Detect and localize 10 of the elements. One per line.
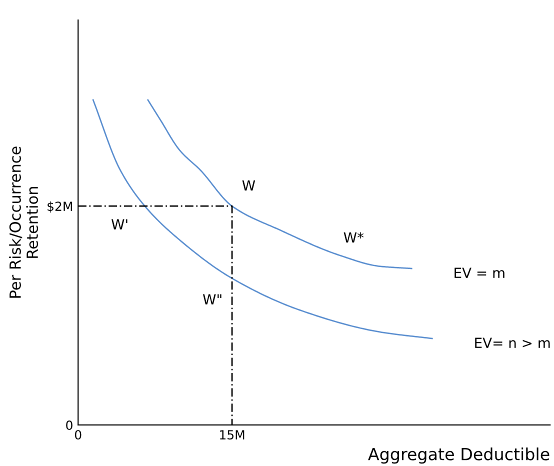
y-tick-label: $2M (48, 201, 72, 213)
y-axis-title: Per Risk/Occurrence Retention (9, 146, 38, 298)
x-axis-title: Aggregate Deductible (368, 448, 550, 464)
annotation: W* (344, 232, 364, 243)
annotation: W" (202, 294, 222, 304)
x-tick-label: 15M (220, 430, 244, 440)
text: EV = m (454, 268, 504, 278)
text: EV= n > m (475, 338, 550, 348)
annotation: W' (112, 219, 128, 230)
annotation: W (242, 180, 256, 190)
